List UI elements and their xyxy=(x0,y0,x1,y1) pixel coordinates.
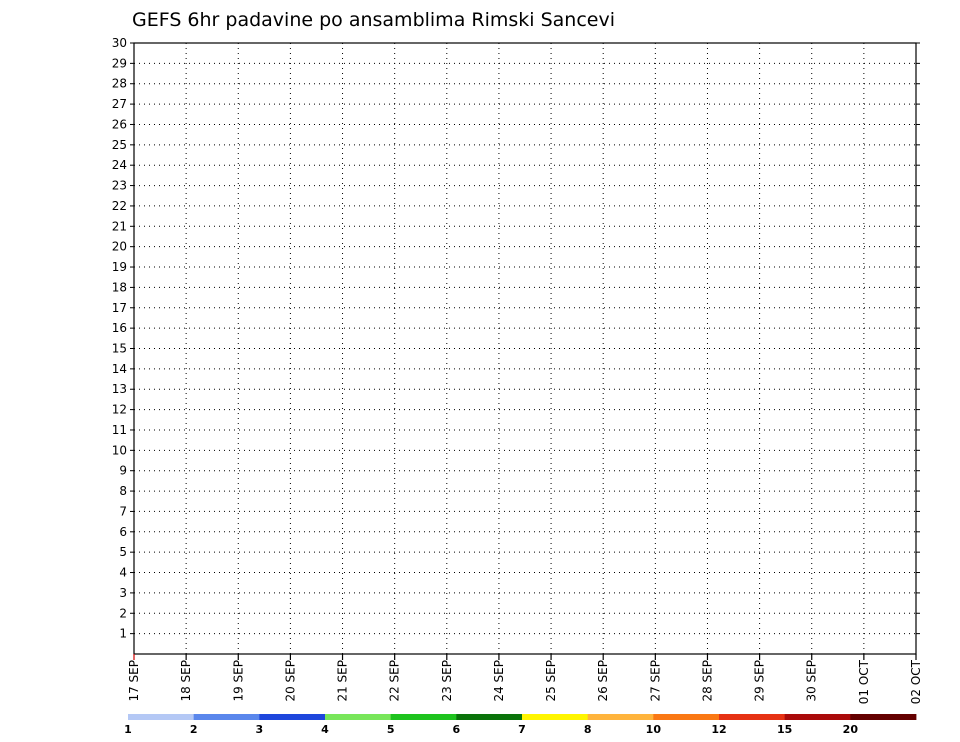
y-tick-label: 24 xyxy=(112,158,127,172)
colorbar-label: 1 xyxy=(124,723,132,736)
y-tick-label: 13 xyxy=(112,382,127,396)
colorbar-label: 8 xyxy=(584,723,592,736)
y-tick-label: 21 xyxy=(112,219,127,233)
y-tick-label: 30 xyxy=(112,36,127,50)
x-tick-label: 30 SEP xyxy=(805,660,819,702)
x-tick-label: 27 SEP xyxy=(648,660,662,702)
y-tick-label: 5 xyxy=(119,545,127,559)
y-tick-label: 1 xyxy=(119,627,127,641)
x-tick-label: 22 SEP xyxy=(388,660,402,702)
y-axis: 1234567891011121314151617181920212223242… xyxy=(112,36,920,641)
y-tick-label: 16 xyxy=(112,321,127,335)
y-tick-label: 9 xyxy=(119,464,127,478)
y-tick-label: 12 xyxy=(112,403,127,417)
y-tick-label: 11 xyxy=(112,423,127,437)
colorbar-label: 4 xyxy=(321,723,329,736)
x-tick-label: 19 SEP xyxy=(231,660,245,702)
y-tick-label: 17 xyxy=(112,301,127,315)
y-tick-label: 14 xyxy=(112,362,127,376)
y-tick-label: 7 xyxy=(119,504,127,518)
y-tick-label: 19 xyxy=(112,260,127,274)
x-tick-label: 02 OCT xyxy=(909,659,923,704)
colorbar-label: 15 xyxy=(777,723,792,736)
x-tick-label: 25 SEP xyxy=(544,660,558,702)
y-tick-label: 27 xyxy=(112,97,127,111)
y-tick-label: 26 xyxy=(112,117,127,131)
colorbar-label: 3 xyxy=(256,723,264,736)
x-tick-label: 21 SEP xyxy=(336,660,350,702)
x-tick-label: 23 SEP xyxy=(440,660,454,702)
colorbar-swatch xyxy=(522,714,589,720)
x-tick-label: 28 SEP xyxy=(700,660,714,702)
x-tick-label: 17 SEP xyxy=(127,660,141,702)
x-tick-label: 18 SEP xyxy=(179,660,193,702)
y-tick-label: 23 xyxy=(112,179,127,193)
colorbar-swatch xyxy=(390,714,457,720)
colorbar-swatch xyxy=(850,714,917,720)
colorbar-swatch xyxy=(784,714,851,720)
x-tick-label: 29 SEP xyxy=(753,660,767,702)
x-axis: 17 SEP 18 SEP 19 SEP 20 SEP 21 SEP 22 SEP 23 S… xyxy=(127,654,923,704)
y-tick-label: 29 xyxy=(112,56,127,70)
colorbar-label: 7 xyxy=(518,723,526,736)
colorbar-swatch xyxy=(719,714,786,720)
grid-lines xyxy=(134,42,916,654)
x-tick-label: 26 SEP xyxy=(596,660,610,702)
y-tick-label: 10 xyxy=(112,443,127,457)
chart-title: GEFS 6hr padavine po ansamblima Rimski S… xyxy=(132,9,615,31)
colorbar-swatch xyxy=(456,714,523,720)
y-tick-label: 8 xyxy=(119,484,127,498)
colorbar-swatch xyxy=(128,714,195,720)
colorbar-label: 2 xyxy=(190,723,198,736)
y-tick-label: 22 xyxy=(112,199,127,213)
colorbar-label: 10 xyxy=(646,723,662,736)
colorbar-swatch xyxy=(653,714,720,720)
colorbar-label: 20 xyxy=(843,723,859,736)
x-tick-label: 01 OCT xyxy=(857,659,871,704)
colorbar-swatch xyxy=(325,714,392,720)
colorbar-legend: 1 2 3 4 5 6 7 8 10 12 15 20 xyxy=(124,714,917,736)
y-tick-label: 4 xyxy=(119,566,127,580)
y-tick-label: 15 xyxy=(112,342,127,356)
colorbar-label: 5 xyxy=(387,723,395,736)
y-tick-label: 20 xyxy=(112,240,127,254)
y-tick-label: 2 xyxy=(119,606,127,620)
x-tick-label: 20 SEP xyxy=(283,660,297,702)
y-tick-label: 3 xyxy=(119,586,127,600)
colorbar-swatch xyxy=(193,714,260,720)
colorbar-label: 12 xyxy=(711,723,726,736)
x-tick-label: 24 SEP xyxy=(492,660,506,702)
colorbar-label: 6 xyxy=(453,723,461,736)
y-tick-label: 28 xyxy=(112,77,127,91)
colorbar-swatch xyxy=(259,714,326,720)
y-tick-label: 25 xyxy=(112,138,127,152)
y-tick-label: 18 xyxy=(112,280,127,294)
colorbar-swatch xyxy=(587,714,654,720)
y-tick-label: 6 xyxy=(119,525,127,539)
